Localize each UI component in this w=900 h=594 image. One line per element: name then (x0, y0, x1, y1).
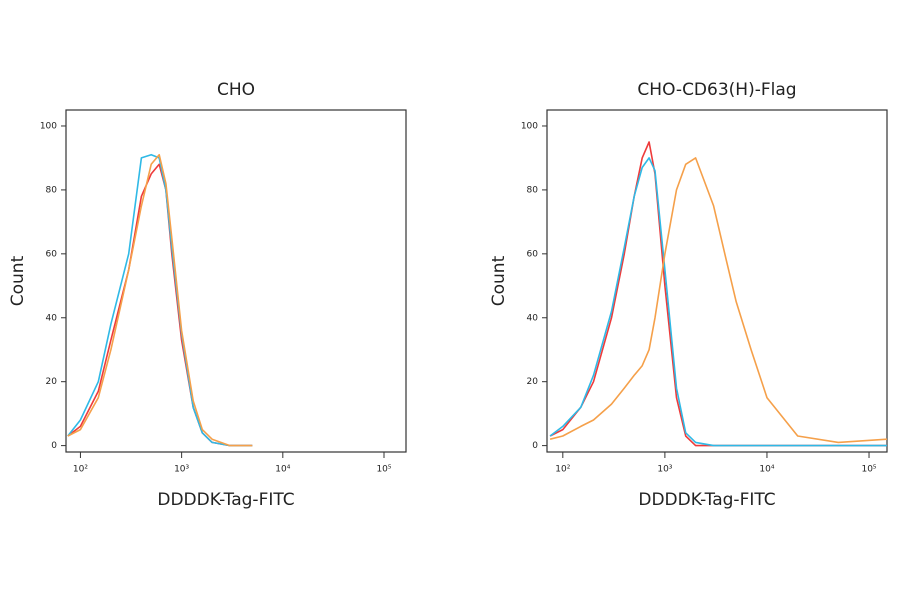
y-axis-label: Count (489, 255, 509, 306)
x-tick-label: 10⁵ (376, 465, 391, 475)
y-tick-label: 100 (521, 121, 538, 131)
y-axis-label: Count (8, 255, 28, 306)
histogram-line (549, 141, 887, 447)
plot-frame (546, 109, 888, 453)
histogram-line (67, 153, 253, 447)
y-tick-label: 60 (527, 249, 539, 259)
x-tick-label: 10³ (174, 465, 189, 475)
x-tick-label: 10² (555, 465, 570, 475)
y-tick-label: 80 (46, 185, 58, 195)
y-tick-label: 20 (46, 377, 58, 387)
histogram-line (549, 157, 887, 447)
y-tick-label: 60 (46, 249, 58, 259)
chart-title: CHO (217, 80, 255, 100)
y-tick-label: 80 (527, 185, 539, 195)
x-tick-label: 10² (73, 465, 88, 475)
x-tick-label: 10⁴ (759, 465, 774, 475)
y-tick-label: 0 (51, 441, 57, 451)
x-tick-label: 10³ (657, 465, 672, 475)
histogram-line (549, 157, 888, 444)
y-tick-label: 40 (46, 313, 58, 323)
x-tick-label: 10⁵ (861, 465, 876, 475)
histogram-line (67, 153, 253, 447)
x-axis-label: DDDDK-Tag-FITC (157, 490, 294, 510)
y-tick-label: 40 (527, 313, 539, 323)
x-axis-label: DDDDK-Tag-FITC (638, 490, 775, 510)
plot-frame (65, 109, 407, 453)
y-tick-label: 0 (532, 441, 538, 451)
y-tick-label: 100 (40, 121, 57, 131)
y-tick-label: 20 (527, 377, 539, 387)
chart-title: CHO-CD63(H)-Flag (637, 80, 796, 100)
x-tick-label: 10⁴ (275, 465, 290, 475)
